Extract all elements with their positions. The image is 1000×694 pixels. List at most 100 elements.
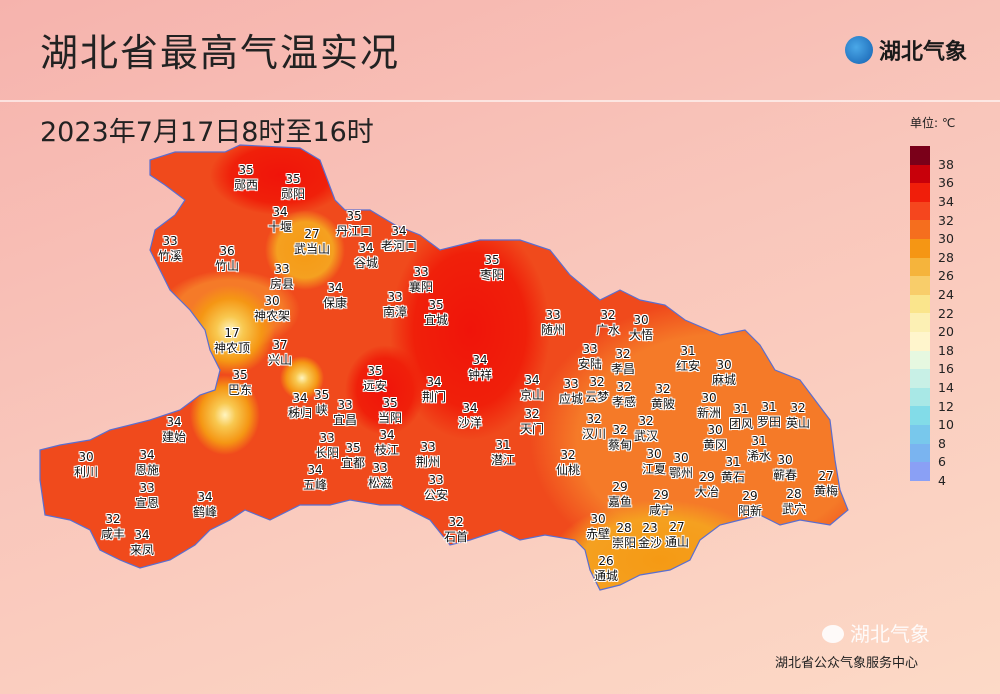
station-name: 石首 xyxy=(444,530,469,544)
station-name: 黄陂 xyxy=(651,397,676,411)
legend-swatch xyxy=(910,350,930,370)
legend-item: 6 xyxy=(910,443,954,469)
divider xyxy=(0,100,1000,102)
station-temp: 30 xyxy=(673,451,689,465)
station-temp: 32 xyxy=(586,412,602,426)
station-name: 钟祥 xyxy=(468,368,493,382)
station-name: 秭归 xyxy=(288,406,313,420)
station-name: 松滋 xyxy=(368,476,393,490)
station-宣恩: 33 宣恩 xyxy=(135,481,159,511)
station-temp: 33 xyxy=(372,461,388,475)
station-竹山: 36 竹山 xyxy=(215,244,239,274)
station-name: 恩施 xyxy=(135,463,160,477)
station-temp: 31 xyxy=(751,434,767,448)
station-temp: 30 xyxy=(716,358,732,372)
station-name: 荆门 xyxy=(422,390,447,404)
station-十堰: 34 十堰 xyxy=(268,205,292,235)
legend-label: 18 xyxy=(938,342,954,358)
legend-label: 4 xyxy=(938,472,946,488)
station-temp: 37 xyxy=(272,338,288,352)
station-咸宁: 29 咸宁 xyxy=(649,488,673,518)
station-temp: 32 xyxy=(638,414,654,428)
station-大悟: 30 大悟 xyxy=(629,313,653,343)
station-name: 武穴 xyxy=(782,502,807,516)
legend-item: 18 xyxy=(910,331,954,358)
unit-label: 单位: ℃ xyxy=(910,116,956,130)
legend-label: 26 xyxy=(938,268,954,284)
station-应城: 33 应城 xyxy=(559,377,583,407)
legend-label: 38 xyxy=(938,156,954,172)
station-temp: 30 xyxy=(590,512,606,526)
station-temp: 35 xyxy=(382,396,398,410)
station-name: 沙洋 xyxy=(458,416,483,430)
legend-swatch xyxy=(910,201,930,221)
station-神农架: 30 神农架 xyxy=(254,294,290,324)
station-temp: 28 xyxy=(616,521,632,535)
station-name: 黄石 xyxy=(721,470,746,484)
station-temp: 35 xyxy=(232,368,248,382)
station-temp: 35 xyxy=(346,209,362,223)
station-name: 五峰 xyxy=(303,478,328,492)
station-temp: 34 xyxy=(292,391,308,405)
legend-label: 22 xyxy=(938,305,954,321)
logo-text: 湖北气象 xyxy=(879,40,968,65)
station-name: 随州 xyxy=(541,323,566,337)
station-name: 京山 xyxy=(520,388,545,402)
station-钟祥: 34 钟祥 xyxy=(468,353,492,383)
station-name: 咸丰 xyxy=(101,527,126,541)
legend-item: 10 xyxy=(910,406,954,432)
station-name: 阳新 xyxy=(738,504,763,518)
station-name: 孝感 xyxy=(612,395,637,409)
legend-label: 10 xyxy=(938,417,954,433)
station-name: 公安 xyxy=(424,488,449,502)
station-temp: 33 xyxy=(274,262,290,276)
station-name: 襄阳 xyxy=(409,280,434,294)
station-temp: 34 xyxy=(166,415,182,429)
legend-item: 24 xyxy=(910,276,954,302)
station-枝江: 34 枝江 xyxy=(375,428,399,458)
station-temp: 35 xyxy=(428,298,444,312)
station-temp: 32 xyxy=(790,401,806,415)
legend-label: 6 xyxy=(938,454,946,470)
station-temp: 34 xyxy=(307,463,323,477)
station-江夏: 30 江夏 xyxy=(642,447,666,477)
legend-label: 14 xyxy=(938,379,954,395)
station-崇阳: 28 崇阳 xyxy=(612,521,636,551)
station-temp: 32 xyxy=(600,308,616,322)
legend-label: 16 xyxy=(938,361,954,377)
station-temp: 35 xyxy=(484,253,500,267)
station-temp: 29 xyxy=(742,489,758,503)
station-麻城: 30 麻城 xyxy=(712,358,736,388)
station-name: 大悟 xyxy=(629,328,654,342)
station-武穴: 28 武穴 xyxy=(782,487,806,517)
station-temp: 32 xyxy=(448,515,464,529)
station-temp: 31 xyxy=(761,400,777,414)
wechat-watermark: 湖北气象 xyxy=(822,622,930,646)
legend-item: 14 xyxy=(910,369,954,395)
legend-item: 38 xyxy=(910,146,954,172)
station-name: 团风 xyxy=(729,417,754,431)
station-天门: 32 天门 xyxy=(520,407,544,437)
station-temp: 34 xyxy=(426,375,442,389)
station-name: 潜江 xyxy=(491,453,516,467)
station-name: 麻城 xyxy=(712,373,737,387)
station-巴东: 35 巴东 xyxy=(228,368,252,398)
station-name: 英山 xyxy=(786,416,811,430)
station-新洲: 30 新洲 xyxy=(697,391,721,421)
station-蔡甸: 32 蔡甸 xyxy=(608,423,632,453)
station-temp: 35 xyxy=(238,163,254,177)
station-name: 老河口 xyxy=(381,239,418,253)
station-恩施: 34 恩施 xyxy=(135,448,159,478)
station-temp: 32 xyxy=(524,407,540,421)
legend-swatch xyxy=(910,369,930,388)
legend-item: 32 xyxy=(910,201,954,228)
legend-label: 28 xyxy=(938,249,954,265)
station-通城: 26 通城 xyxy=(594,554,618,584)
station-name: 黄冈 xyxy=(703,438,728,452)
station-name: 来凤 xyxy=(130,543,155,557)
station-temp: 35 xyxy=(285,172,301,186)
station-temp: 32 xyxy=(105,512,121,526)
station-name: 蔡甸 xyxy=(608,438,633,452)
legend-item: 22 xyxy=(910,294,954,321)
station-石首: 32 石首 xyxy=(444,515,468,545)
